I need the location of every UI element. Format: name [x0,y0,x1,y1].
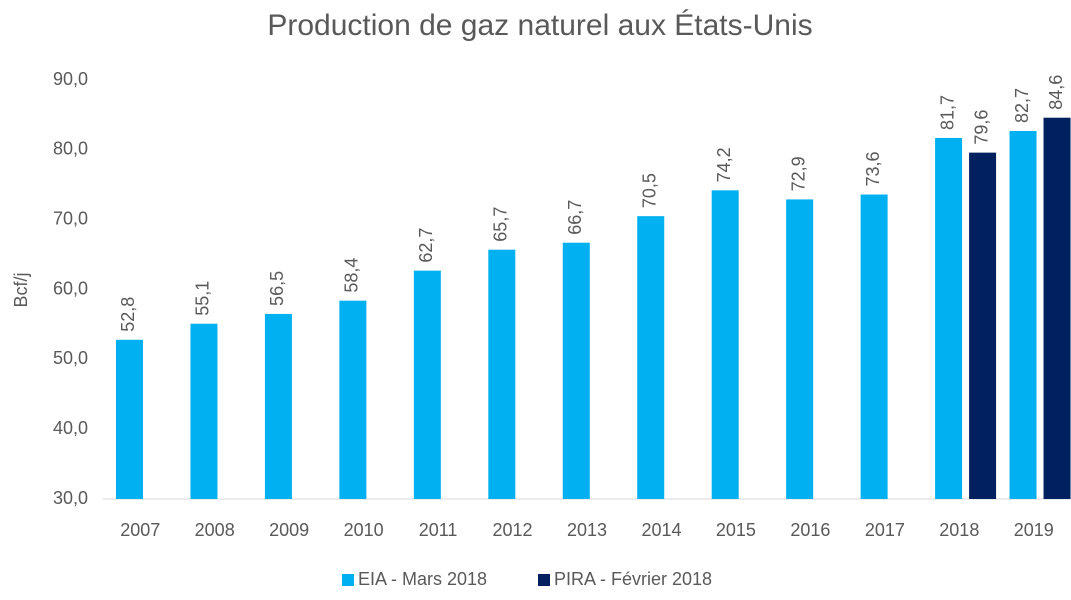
data-label: 82,7 [1012,88,1032,123]
data-label: 84,6 [1046,75,1066,110]
x-tick-label: 2017 [865,520,905,540]
legend-label: EIA - Mars 2018 [358,569,487,589]
data-label: 58,4 [342,258,362,293]
x-tick-label: 2007 [120,520,160,540]
bar [1043,117,1071,500]
data-label: 79,6 [971,110,991,145]
x-tick-label: 2008 [195,520,235,540]
x-tick-label: 2009 [269,520,309,540]
bar [935,137,963,499]
bar [190,323,218,499]
data-label: 74,2 [714,147,734,182]
bar [969,152,997,500]
y-tick-label: 30,0 [53,488,88,508]
x-tick-label: 2014 [641,520,681,540]
bar [264,313,292,499]
data-label: 52,8 [118,297,138,332]
legend-swatch [342,574,354,586]
x-tick-label: 2018 [939,520,979,540]
y-tick-label: 40,0 [53,418,88,438]
y-tick-label: 90,0 [53,69,88,89]
bar [711,190,739,499]
legend-label: PIRA - Février 2018 [554,569,712,589]
data-label: 66,7 [565,200,585,235]
chart-title: Production de gaz naturel aux États-Unis [267,9,812,42]
bar [637,216,665,500]
bar [786,199,814,500]
y-tick-label: 50,0 [53,348,88,368]
bar [860,194,888,499]
x-tick-label: 2016 [790,520,830,540]
bar [488,249,516,499]
bar [339,300,367,499]
bar [116,339,143,499]
x-tick-label: 2013 [567,520,607,540]
legend-swatch [538,574,550,586]
x-tick-label: 2015 [716,520,756,540]
data-label: 62,7 [416,228,436,263]
y-tick-label: 70,0 [53,208,88,228]
data-label: 73,6 [863,151,883,186]
x-tick-label: 2010 [344,520,384,540]
y-tick-label: 60,0 [53,278,88,298]
data-label: 65,7 [491,207,511,242]
x-tick-label: 2019 [1014,520,1054,540]
x-tick-label: 2012 [493,520,533,540]
data-label: 56,5 [267,271,287,306]
y-tick-label: 80,0 [53,139,88,159]
data-label: 81,7 [937,95,957,130]
bar [1009,130,1037,499]
x-tick-label: 2011 [419,520,458,540]
data-label: 72,9 [788,156,808,191]
y-axis-label: Bcf/j [11,272,31,307]
bar [562,242,590,499]
data-label: 70,5 [639,173,659,208]
data-label: 55,1 [193,281,213,316]
bar [413,270,441,499]
